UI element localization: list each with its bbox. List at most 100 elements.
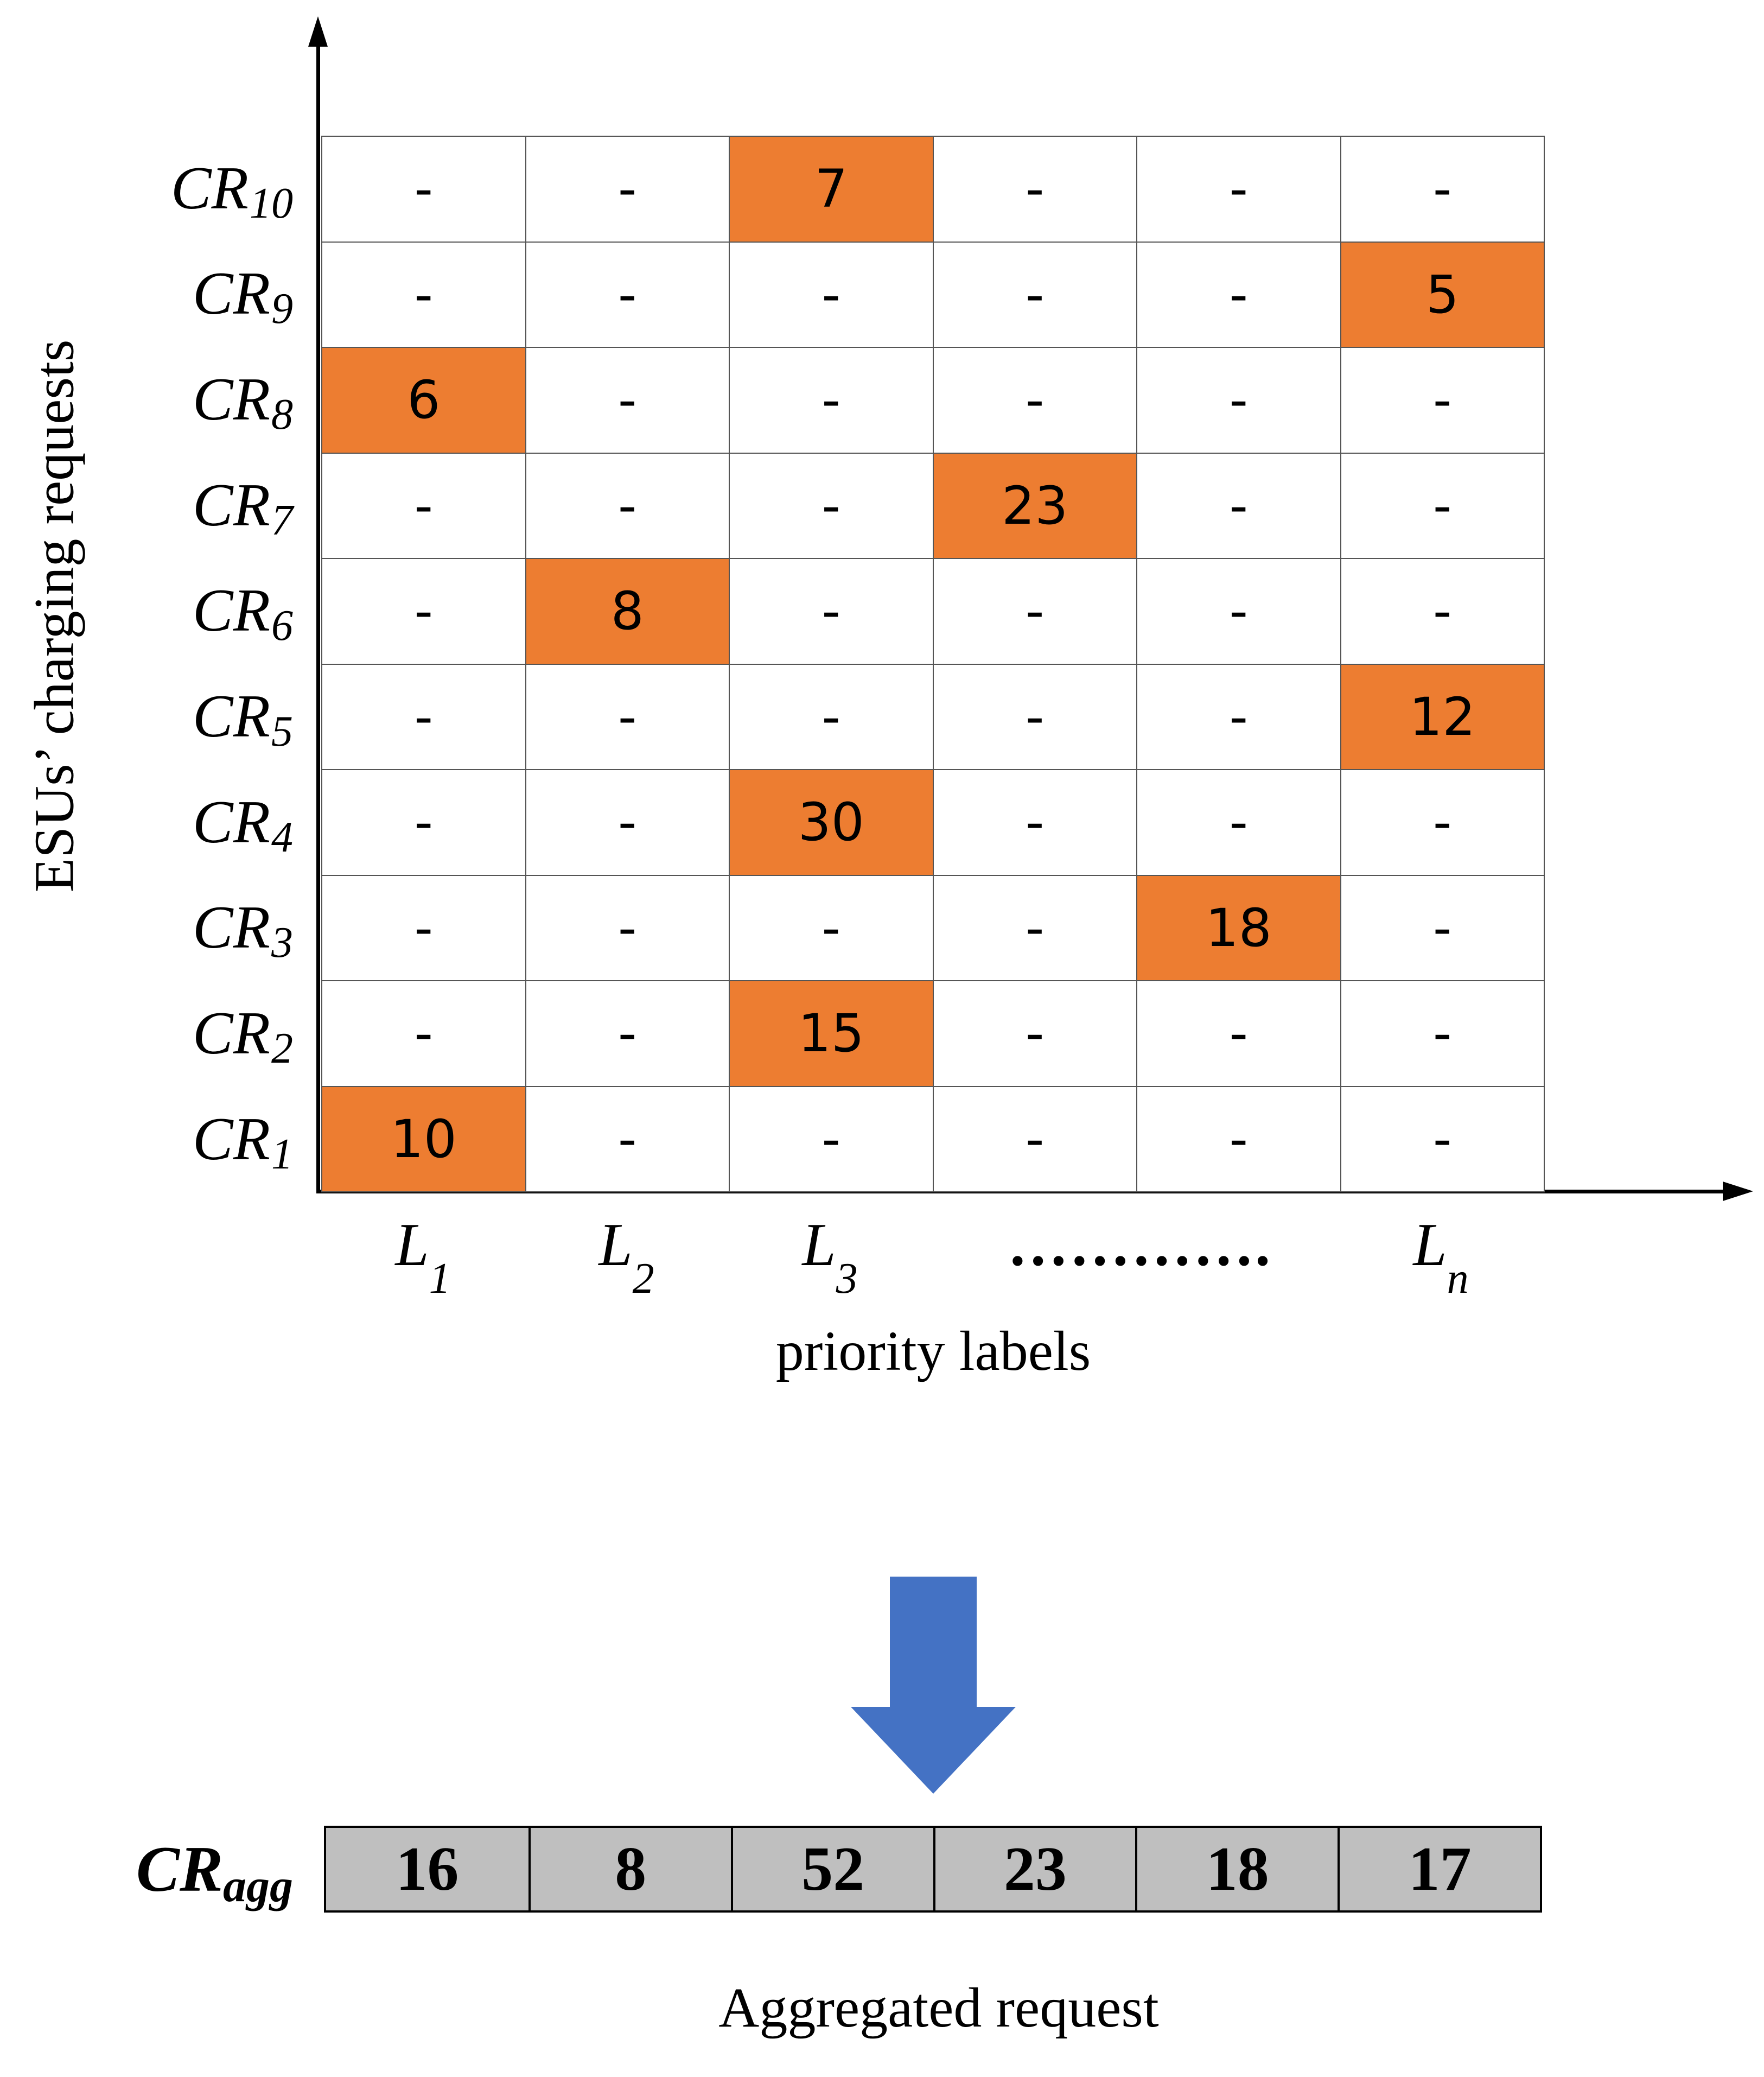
row-label-subscript: 5 — [271, 708, 293, 755]
row-label-text: CR — [192, 788, 270, 856]
aggregate-row: 16 8 52 23 18 17 — [324, 1826, 1542, 1913]
matrix-cell-empty: - — [525, 770, 729, 876]
matrix-cell-empty: - — [525, 348, 729, 454]
row-label-subscript: 6 — [271, 602, 293, 650]
matrix-cell-filled: 6 — [321, 348, 525, 454]
row-label-subscript: 10 — [250, 179, 293, 227]
row-label-cr4: CR 4 — [109, 770, 293, 875]
matrix-cell-empty: - — [321, 453, 525, 559]
matrix-cell-empty: - — [1136, 1087, 1340, 1192]
matrix-cell-empty: - — [729, 1087, 933, 1192]
matrix-cell-empty: - — [1340, 1087, 1544, 1192]
matrix-cell-empty: - — [321, 559, 525, 665]
row-label-text: CR — [170, 154, 249, 222]
matrix-cell-empty: - — [321, 664, 525, 770]
row-label-text: CR — [192, 1105, 270, 1173]
matrix-cell-empty: - — [729, 348, 933, 454]
matrix-cell-filled: 5 — [1340, 242, 1544, 348]
row-label-cr8: CR 8 — [109, 347, 293, 452]
matrix-cell-empty: - — [1340, 453, 1544, 559]
aggregate-label: CR agg — [136, 1833, 293, 1911]
matrix-cell-empty: - — [1136, 453, 1340, 559]
matrix-cell-empty: - — [1340, 348, 1544, 454]
row-label-subscript: 9 — [271, 285, 293, 333]
down-arrow-icon — [851, 1577, 1016, 1794]
matrix-cell-empty: - — [321, 981, 525, 1087]
y-axis-line — [316, 43, 320, 1193]
matrix-cell-empty: - — [1136, 981, 1340, 1087]
matrix-cell-empty: - — [1340, 559, 1544, 665]
aggregate-cell: 18 — [1135, 1828, 1338, 1910]
matrix-cell-empty: - — [321, 875, 525, 981]
y-axis-arrowhead — [308, 16, 328, 47]
matrix-cell-filled: 30 — [729, 770, 933, 876]
row-label-subscript: 4 — [271, 813, 293, 861]
matrix-cell-empty: - — [729, 559, 933, 665]
aggregate-cell: 23 — [933, 1828, 1136, 1910]
column-ellipsis: …………. — [1008, 1211, 1271, 1279]
row-label-subscript: 7 — [271, 496, 293, 544]
row-label-text: CR — [192, 1000, 270, 1068]
matrix-cell-filled: 7 — [729, 137, 933, 243]
matrix-cell-empty: - — [1340, 875, 1544, 981]
row-label-cr6: CR 6 — [109, 558, 293, 664]
matrix-cell-empty: - — [1136, 664, 1340, 770]
matrix-cell-empty: - — [932, 1087, 1136, 1192]
matrix-cell-filled: 23 — [932, 453, 1136, 559]
row-label-subscript: 1 — [271, 1130, 293, 1178]
column-label-l3: L3 — [802, 1211, 858, 1303]
column-label-ln: Ln — [1413, 1211, 1469, 1303]
matrix-cell-empty: - — [729, 875, 933, 981]
matrix-cell-empty: - — [525, 453, 729, 559]
matrix-cell-empty: - — [1136, 348, 1340, 454]
row-label-cr7: CR 7 — [109, 453, 293, 558]
row-label-cr3: CR 3 — [109, 875, 293, 981]
matrix-cell-filled: 10 — [321, 1087, 525, 1192]
matrix-cell-empty: - — [932, 664, 1136, 770]
matrix-cell-empty: - — [729, 242, 933, 348]
matrix-cell-filled: 18 — [1136, 875, 1340, 981]
row-label-subscript: 3 — [271, 919, 293, 967]
aggregate-cell: 16 — [396, 1834, 459, 1904]
matrix-cell-empty: - — [1136, 137, 1340, 243]
row-label-cr2: CR 2 — [109, 981, 293, 1087]
aggregate-cell: 8 — [528, 1828, 731, 1910]
matrix-cell-empty: - — [932, 770, 1136, 876]
row-label-subscript: 2 — [271, 1025, 293, 1073]
column-label-l2: L2 — [598, 1211, 654, 1303]
aggregate-cell: 17 — [1338, 1828, 1540, 1910]
matrix-cell-empty: - — [321, 242, 525, 348]
matrix-cell-empty: - — [729, 664, 933, 770]
matrix-cell-empty: - — [1136, 770, 1340, 876]
matrix-cell-empty: - — [932, 137, 1136, 243]
matrix-cell-filled: 8 — [525, 559, 729, 665]
matrix-cell-empty: - — [932, 242, 1136, 348]
matrix-cell-empty: - — [321, 770, 525, 876]
aggregate-cell: 52 — [730, 1828, 933, 1910]
matrix-cell-empty: - — [1340, 137, 1544, 243]
aggregate-title: Aggregated request — [718, 1977, 1159, 2039]
row-label-cr5: CR 5 — [109, 664, 293, 770]
matrix-cell-empty: - — [525, 875, 729, 981]
row-label-cr10: CR 10 — [109, 136, 293, 241]
row-label-text: CR — [192, 260, 270, 328]
matrix-cell-empty: - — [1340, 770, 1544, 876]
matrix-cell-empty: - — [525, 1087, 729, 1192]
row-label-text: CR — [192, 365, 270, 433]
matrix-cell-empty: - — [525, 137, 729, 243]
matrix-cell-empty: - — [321, 137, 525, 243]
row-label-text: CR — [192, 471, 270, 539]
charging-request-matrix: - -7- - - - - - - -5 6- - - - - - - -23- - -8- - - - - - - - -12- -… — [321, 136, 1545, 1192]
matrix-cell-empty: - — [525, 242, 729, 348]
row-label-text: CR — [192, 683, 270, 750]
x-axis-title: priority labels — [775, 1320, 1091, 1382]
matrix-cell-empty: - — [932, 875, 1136, 981]
row-label-text: CR — [192, 894, 270, 962]
matrix-cell-empty: - — [1340, 981, 1544, 1087]
matrix-cell-empty: - — [932, 348, 1136, 454]
row-label-subscript: 8 — [271, 390, 293, 439]
matrix-cell-filled: 12 — [1340, 664, 1544, 770]
matrix-cell-empty: - — [932, 559, 1136, 665]
matrix-cell-empty: - — [525, 981, 729, 1087]
matrix-cell-empty: - — [729, 453, 933, 559]
